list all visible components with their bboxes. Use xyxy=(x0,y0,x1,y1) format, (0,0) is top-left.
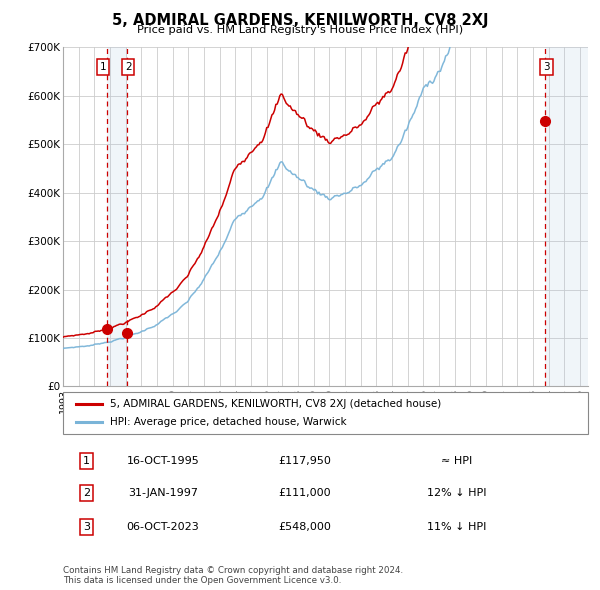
Text: 5, ADMIRAL GARDENS, KENILWORTH, CV8 2XJ (detached house): 5, ADMIRAL GARDENS, KENILWORTH, CV8 2XJ … xyxy=(110,399,442,409)
Text: 16-OCT-1995: 16-OCT-1995 xyxy=(127,456,199,466)
Text: 1: 1 xyxy=(83,456,90,466)
Text: Price paid vs. HM Land Registry's House Price Index (HPI): Price paid vs. HM Land Registry's House … xyxy=(137,25,463,35)
Bar xyxy=(545,47,588,386)
Text: 1: 1 xyxy=(100,61,106,71)
Text: ≈ HPI: ≈ HPI xyxy=(441,456,472,466)
Text: 06-OCT-2023: 06-OCT-2023 xyxy=(127,522,199,532)
Text: £117,950: £117,950 xyxy=(278,456,331,466)
Text: £111,000: £111,000 xyxy=(278,488,331,497)
Text: 3: 3 xyxy=(543,61,550,71)
Text: 5, ADMIRAL GARDENS, KENILWORTH, CV8 2XJ: 5, ADMIRAL GARDENS, KENILWORTH, CV8 2XJ xyxy=(112,13,488,28)
Text: 2: 2 xyxy=(125,61,131,71)
Text: Contains HM Land Registry data © Crown copyright and database right 2024.
This d: Contains HM Land Registry data © Crown c… xyxy=(63,566,403,585)
Text: 31-JAN-1997: 31-JAN-1997 xyxy=(128,488,198,497)
Text: 3: 3 xyxy=(83,522,90,532)
Text: 11% ↓ HPI: 11% ↓ HPI xyxy=(427,522,487,532)
Bar xyxy=(107,47,127,386)
FancyBboxPatch shape xyxy=(63,392,588,434)
Text: 2: 2 xyxy=(83,488,90,497)
Text: 12% ↓ HPI: 12% ↓ HPI xyxy=(427,488,487,497)
Text: £548,000: £548,000 xyxy=(278,522,331,532)
Text: HPI: Average price, detached house, Warwick: HPI: Average price, detached house, Warw… xyxy=(110,417,347,427)
